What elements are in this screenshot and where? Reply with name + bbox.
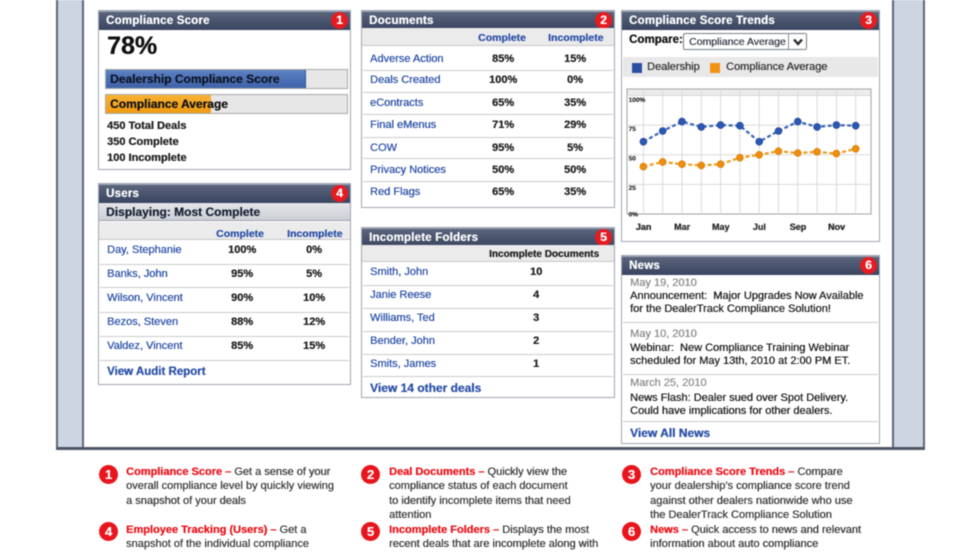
svg-text:Mar: Mar — [674, 222, 691, 232]
svg-text:Jul: Jul — [753, 222, 766, 232]
svg-text:May: May — [712, 222, 730, 232]
svg-text:Jan: Jan — [636, 222, 652, 232]
svg-text:Sep: Sep — [790, 222, 807, 232]
svg-text:100%: 100% — [629, 97, 646, 104]
svg-text:75: 75 — [629, 126, 637, 133]
svg-text:0%: 0% — [629, 212, 639, 219]
svg-text:25: 25 — [629, 185, 637, 192]
svg-text:50: 50 — [629, 156, 637, 163]
svg-text:Nov: Nov — [828, 222, 845, 232]
